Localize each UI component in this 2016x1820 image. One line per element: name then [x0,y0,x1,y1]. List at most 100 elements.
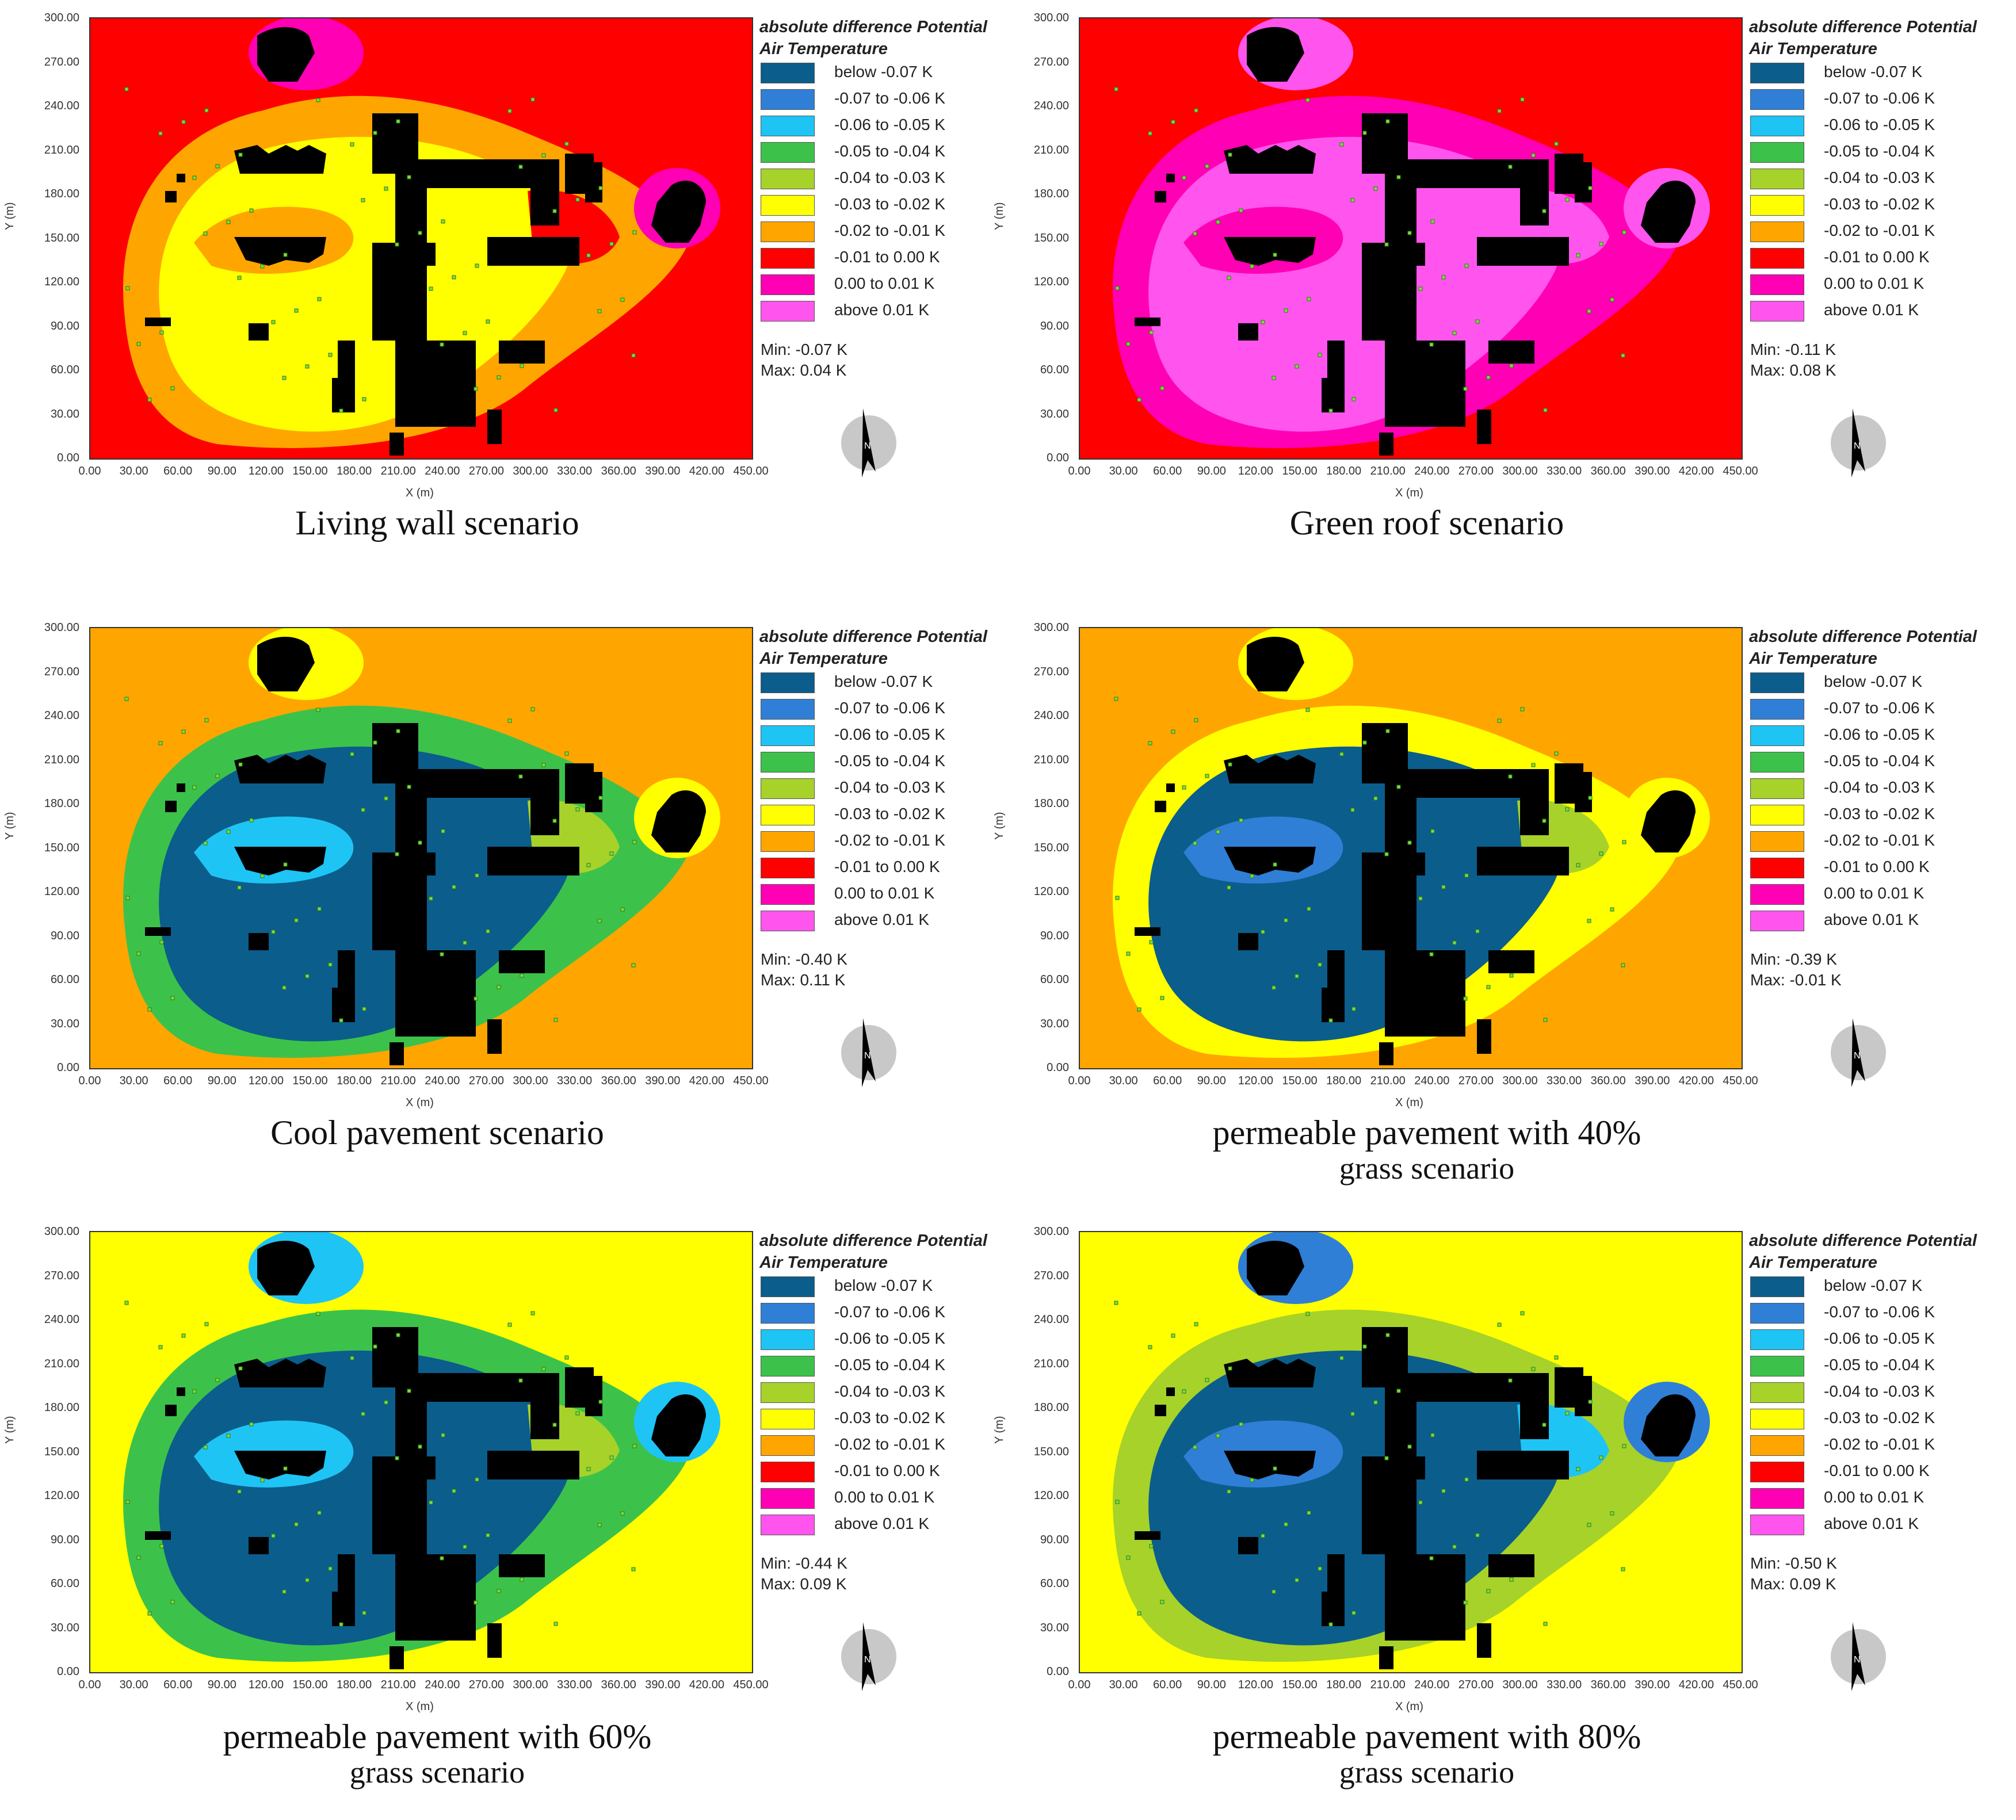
tree-marker [1587,919,1591,923]
tree-marker [1587,1523,1591,1527]
y-tick-label: 270.00 [1033,55,1069,68]
y-tick-label: 210.00 [44,143,79,156]
tree-marker [1463,1600,1468,1605]
tree-marker [282,376,287,380]
tree-marker [1295,1578,1299,1582]
tree-marker [1385,729,1390,733]
building [499,950,545,973]
building [1224,237,1316,266]
tree-marker [316,708,320,712]
legend-label: -0.06 to -0.05 K [1824,1329,1935,1347]
legend-swatch [761,1435,815,1456]
tree-marker [1351,397,1356,402]
max-value: Max: 0.09 K [1750,1575,1836,1593]
legend-swatch [1750,301,1804,322]
tree-marker [1160,386,1164,391]
tree-marker [1554,142,1559,146]
scenario-panel: 300.00 270.00 240.00 210.00 180.00 150.00 120.… [0,1214,990,1812]
building [1322,1592,1345,1626]
tree-marker [1273,1466,1277,1471]
legend-swatch [761,1409,815,1429]
x-tick-label: 330.00 [1547,465,1582,477]
tree-marker [170,386,175,391]
scenario-caption-line2: grass scenario [1339,1151,1515,1186]
scenario-panel: 300.00 270.00 240.00 210.00 180.00 150.00 120.… [990,1214,1979,1812]
tree-marker [396,729,400,733]
x-tick-label: 150.00 [292,1075,328,1087]
x-tick-label: 240.00 [425,1678,460,1691]
legend-label: -0.03 to -0.02 K [1824,1409,1935,1427]
tree-marker [317,297,322,301]
temperature-map [89,17,753,460]
tree-marker [1543,1622,1548,1626]
tree-marker [1621,963,1625,968]
legend-label: -0.02 to -0.01 K [1824,831,1935,849]
x-tick-label: 0.00 [1068,465,1091,477]
legend-label: -0.07 to -0.06 K [1824,1303,1935,1321]
y-axis-label: Y (m) [3,202,16,230]
legend-swatch [761,1329,815,1350]
tree-marker [395,852,399,857]
tree-marker [463,331,467,335]
building [1224,1451,1316,1479]
x-tick-label: 240.00 [425,1075,460,1087]
building [1327,950,1345,991]
tree-marker [1486,985,1491,989]
legend-swatch [1750,699,1804,720]
tree-marker [1384,242,1389,247]
tree-marker [463,940,467,945]
tree-marker [1250,264,1254,269]
arrow-shape [862,408,876,477]
building [249,323,269,341]
tree-marker [1588,1400,1593,1404]
tree-marker [541,763,546,767]
tree-marker [396,119,400,124]
arrow-shape [1851,1622,1865,1691]
building [499,1554,545,1577]
building [257,1241,315,1295]
tree-marker [305,974,310,978]
legend-label: -0.07 to -0.06 K [834,89,946,107]
x-tick-label: 420.00 [1678,1678,1714,1691]
building [1488,950,1534,973]
y-tick-label: 0.00 [57,1061,79,1074]
tree-marker [1610,907,1614,912]
x-tick-label: 360.00 [601,1075,636,1087]
tree-marker [586,863,591,867]
tree-marker [1396,175,1401,179]
tree-marker [271,1534,276,1538]
tree-marker [520,364,524,368]
tree-marker [1622,1444,1626,1448]
tree-marker [384,796,388,801]
tree-marker [597,309,602,313]
tree-marker [204,1322,209,1326]
legend-label: above 0.01 K [834,1515,930,1532]
tree-marker [575,197,580,202]
tree-marker [474,1600,478,1605]
tree-marker [1599,1455,1603,1460]
legend-swatch [1750,1435,1804,1456]
x-tick-label: 360.00 [1590,1075,1626,1087]
building [390,1042,404,1065]
y-tick-label: 210.00 [44,753,79,766]
tree-marker [1160,996,1164,1000]
tree-marker [518,774,523,779]
legend-swatch [1750,725,1804,746]
tree-marker [1588,796,1593,800]
legend-label: below -0.07 K [1824,63,1923,81]
tree-marker [1339,752,1344,756]
tree-marker [305,364,310,369]
tree-marker [440,342,444,347]
legend-swatch [761,142,815,163]
legend-swatch [761,884,815,905]
tree-marker [441,1433,445,1437]
building [249,933,269,950]
legend-label: -0.01 to 0.00 K [1824,858,1930,875]
building [487,847,579,875]
legend-label: -0.01 to 0.00 K [1824,248,1930,266]
x-tick-label: 120.00 [248,1678,284,1691]
tree-marker [1373,186,1378,191]
tree-marker [429,1500,433,1505]
legend-label: -0.04 to -0.03 K [834,169,946,186]
legend-swatch [761,1488,815,1509]
